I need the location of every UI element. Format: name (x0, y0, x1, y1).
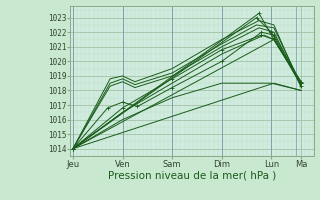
X-axis label: Pression niveau de la mer( hPa ): Pression niveau de la mer( hPa ) (108, 171, 276, 181)
